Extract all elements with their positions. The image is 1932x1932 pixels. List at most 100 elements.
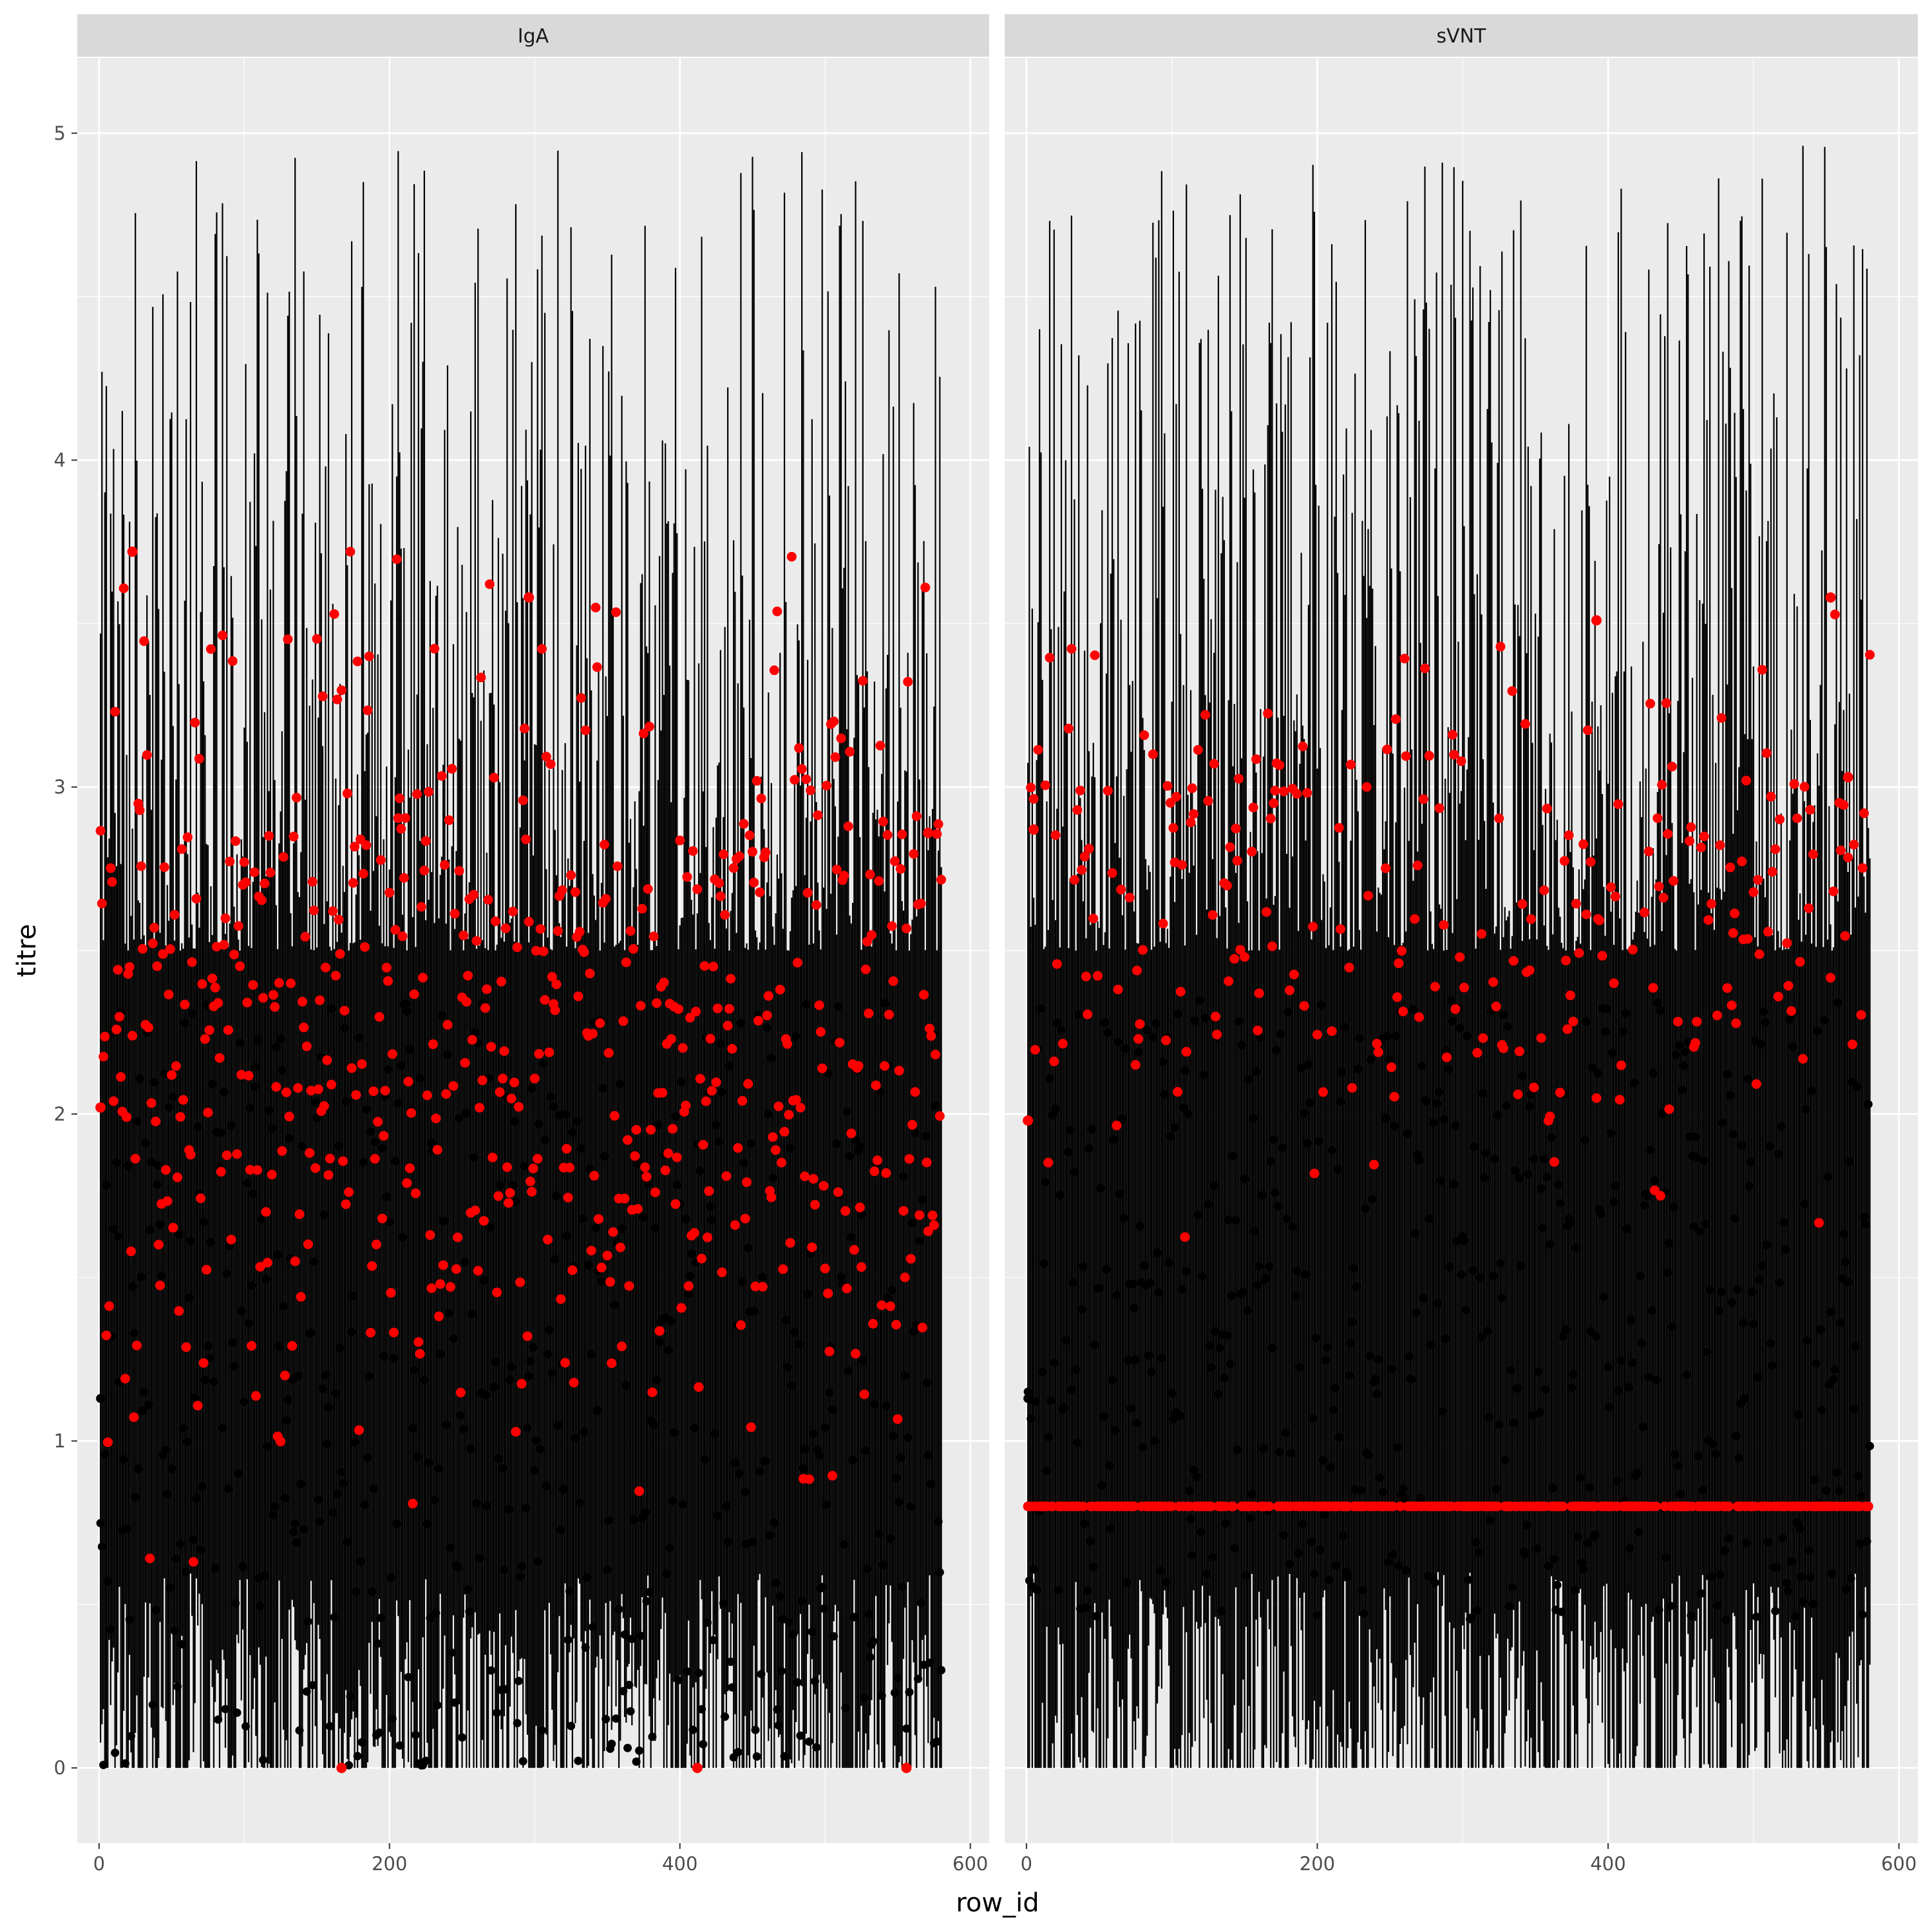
observed-point <box>472 1499 481 1508</box>
observed-point <box>323 1439 332 1448</box>
predicted-point <box>819 1180 829 1191</box>
observed-point <box>857 1210 866 1219</box>
predicted-point <box>880 1061 890 1071</box>
predicted-point <box>1116 884 1126 895</box>
predicted-point <box>1856 1010 1866 1020</box>
predicted-point <box>1767 867 1777 877</box>
predicted-point <box>876 1300 887 1311</box>
predicted-point <box>711 1077 721 1087</box>
predicted-point <box>1066 643 1077 654</box>
observed-point <box>185 1293 194 1302</box>
observed-point <box>126 1732 135 1741</box>
observed-point <box>1405 1352 1414 1361</box>
predicted-point <box>663 1148 674 1159</box>
predicted-point <box>483 895 493 905</box>
predicted-point <box>441 1089 451 1099</box>
observed-point <box>1739 1318 1748 1327</box>
predicted-point <box>596 1262 607 1273</box>
predicted-point <box>404 1163 415 1173</box>
predicted-point <box>1298 741 1308 752</box>
observed-point <box>1586 1327 1595 1336</box>
predicted-point <box>1696 842 1707 853</box>
observed-point <box>334 1142 343 1151</box>
observed-point <box>532 1436 541 1445</box>
predicted-point <box>756 793 766 804</box>
predicted-point <box>869 1166 880 1177</box>
observed-point <box>668 1497 677 1506</box>
observed-point <box>1813 1027 1822 1036</box>
observed-point <box>1691 1132 1700 1141</box>
predicted-point <box>632 1204 643 1214</box>
observed-point <box>244 1319 253 1328</box>
predicted-point <box>1517 899 1528 909</box>
observed-point <box>1278 1143 1287 1152</box>
observed-point <box>1060 1403 1069 1412</box>
observed-point <box>339 1479 348 1488</box>
observed-point <box>1271 1188 1280 1197</box>
predicted-point <box>1715 840 1725 850</box>
observed-point <box>766 1531 775 1540</box>
observed-point <box>1384 1558 1393 1567</box>
observed-point <box>1185 1486 1194 1495</box>
predicted-point <box>1581 909 1591 920</box>
predicted-point <box>1477 929 1487 939</box>
predicted-point <box>917 1322 927 1332</box>
observed-point <box>584 1261 593 1270</box>
predicted-point <box>243 1070 254 1081</box>
predicted-point <box>1299 1001 1309 1011</box>
observed-point <box>274 1342 283 1351</box>
predicted-point <box>344 1187 354 1197</box>
predicted-point <box>1455 952 1465 962</box>
predicted-point <box>842 1283 852 1294</box>
predicted-point <box>305 1148 315 1158</box>
predicted-point <box>1661 698 1671 708</box>
predicted-point <box>1175 987 1186 997</box>
predicted-point <box>1124 893 1135 903</box>
observed-point <box>1832 1468 1841 1477</box>
observed-point <box>1184 1109 1193 1118</box>
predicted-point <box>303 1239 314 1249</box>
predicted-point <box>279 1370 290 1381</box>
observed-point <box>1577 1558 1586 1567</box>
observed-point <box>1083 1586 1092 1595</box>
predicted-point <box>1722 983 1732 993</box>
predicted-point <box>840 1206 851 1216</box>
observed-point <box>131 1493 140 1502</box>
predicted-point <box>1279 786 1289 797</box>
observed-point <box>650 1223 659 1232</box>
predicted-point <box>341 1199 351 1209</box>
observed-point <box>803 1289 812 1298</box>
predicted-point <box>843 821 853 831</box>
observed-point <box>1387 1365 1396 1374</box>
observed-point <box>1646 1146 1655 1155</box>
observed-point <box>904 1433 913 1442</box>
predicted-point <box>1690 1037 1701 1048</box>
predicted-point <box>1210 1012 1220 1022</box>
observed-point <box>1354 1065 1363 1074</box>
observed-point <box>533 1557 542 1566</box>
observed-point <box>398 1233 407 1242</box>
observed-point <box>191 1393 200 1402</box>
predicted-point <box>1090 650 1100 660</box>
predicted-point <box>432 1144 442 1155</box>
observed-point <box>307 1329 316 1338</box>
predicted-point <box>740 1213 750 1224</box>
observed-point <box>724 1061 734 1070</box>
predicted-point <box>283 634 293 645</box>
predicted-point <box>576 693 586 703</box>
predicted-point <box>521 834 531 844</box>
predicted-point <box>1093 971 1103 981</box>
predicted-point <box>723 1021 733 1031</box>
observed-point <box>378 1144 387 1153</box>
predicted-point <box>312 634 322 644</box>
predicted-point <box>682 872 692 882</box>
observed-point <box>1709 1439 1718 1448</box>
observed-point <box>481 1390 490 1399</box>
predicted-point <box>804 1474 814 1484</box>
predicted-point <box>113 965 123 975</box>
observed-point <box>141 1139 150 1148</box>
observed-point <box>1638 1423 1647 1432</box>
predicted-point <box>187 957 197 967</box>
observed-point <box>1795 1524 1804 1533</box>
observed-point <box>1762 1240 1771 1249</box>
